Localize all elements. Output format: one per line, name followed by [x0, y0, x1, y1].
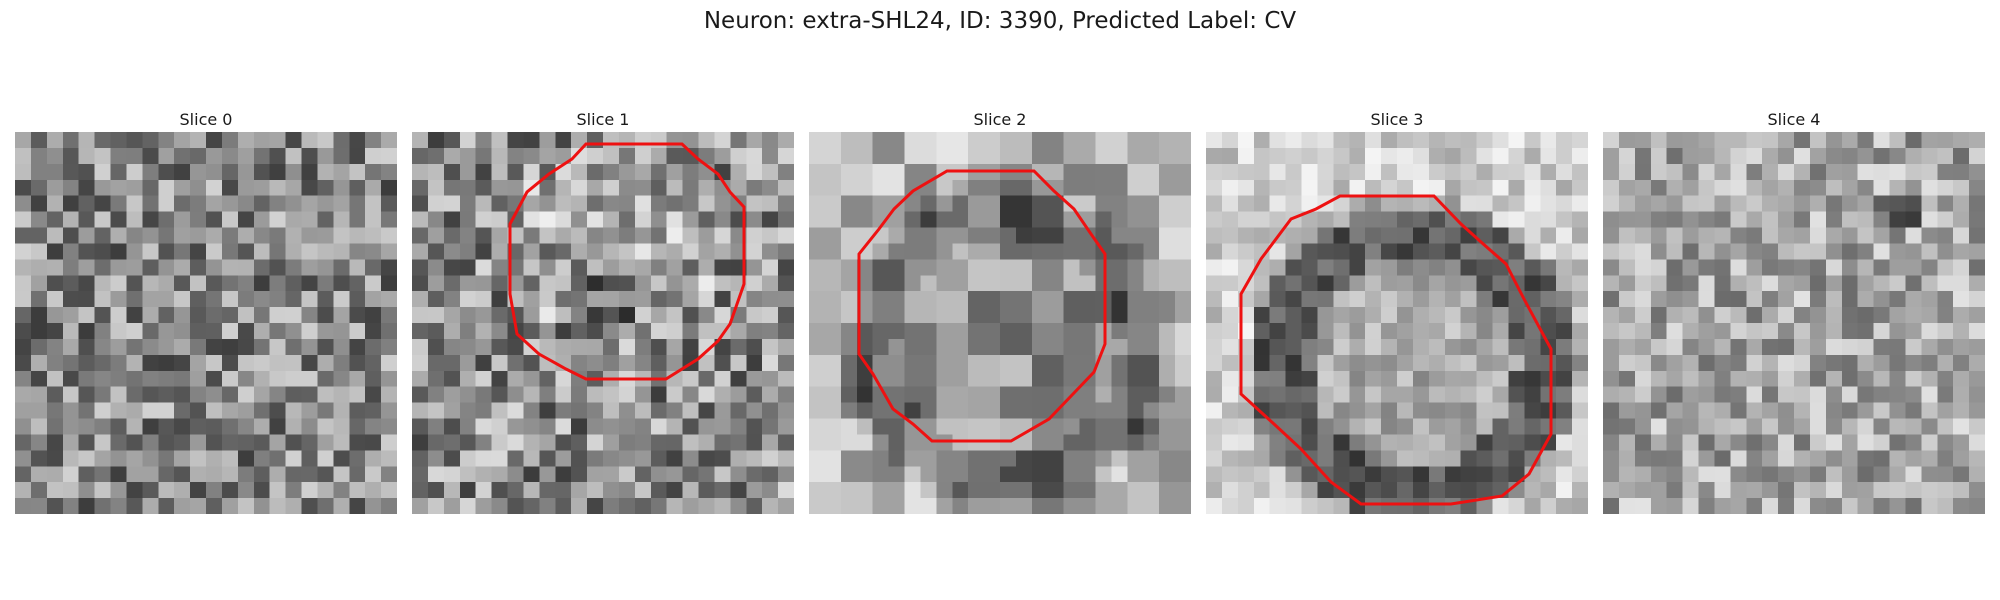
slice-image: [15, 132, 397, 514]
slice-panel-2: Slice 2: [809, 108, 1191, 514]
slice-panel-0: Slice 0: [15, 108, 397, 514]
slice-panel-3: Slice 3: [1206, 108, 1588, 514]
slice-image: [412, 132, 794, 514]
slice-panel-1: Slice 1: [412, 108, 794, 514]
slice-title: Slice 1: [576, 110, 630, 129]
slice-title: Slice 2: [973, 110, 1027, 129]
figure-title: Neuron: extra-SHL24, ID: 3390, Predicted…: [703, 8, 1297, 34]
slice-title: Slice 4: [1767, 110, 1821, 129]
slice-panel-4: Slice 4: [1603, 108, 1985, 514]
slice-image: [1603, 132, 1985, 514]
slice-image: [809, 132, 1191, 514]
slice-image: [1206, 132, 1588, 514]
slice-title: Slice 0: [179, 110, 233, 129]
slice-title: Slice 3: [1370, 110, 1424, 129]
